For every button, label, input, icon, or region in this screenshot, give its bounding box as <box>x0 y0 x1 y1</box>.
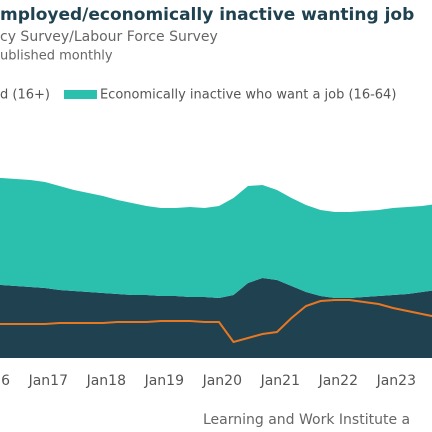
note: ublished monthly <box>0 49 113 64</box>
x-tick-label: Jan21 <box>260 373 300 389</box>
x-tick-label: Jan18 <box>86 373 126 389</box>
x-tick-label: Jan20 <box>202 373 242 389</box>
area <box>0 178 432 298</box>
legend-label: d (16+) <box>0 88 50 103</box>
subtitle: cy Survey/Labour Force Survey <box>0 29 218 45</box>
x-tick-label: Jan23 <box>376 373 416 389</box>
chart-title: mployed/economically inactive wanting jo… <box>0 5 414 25</box>
line <box>0 299 432 344</box>
legend-swatch <box>63 90 97 99</box>
source: Learning and Work Institute a <box>203 412 410 428</box>
x-tick-label: Jan22 <box>318 373 358 389</box>
x-tick-label: 6 <box>1 373 10 389</box>
x-tick-label: Jan17 <box>28 373 68 389</box>
legend-label: Economically inactive who want a job (16… <box>100 88 396 103</box>
area <box>0 278 432 358</box>
x-tick-label: Jan19 <box>144 373 184 389</box>
